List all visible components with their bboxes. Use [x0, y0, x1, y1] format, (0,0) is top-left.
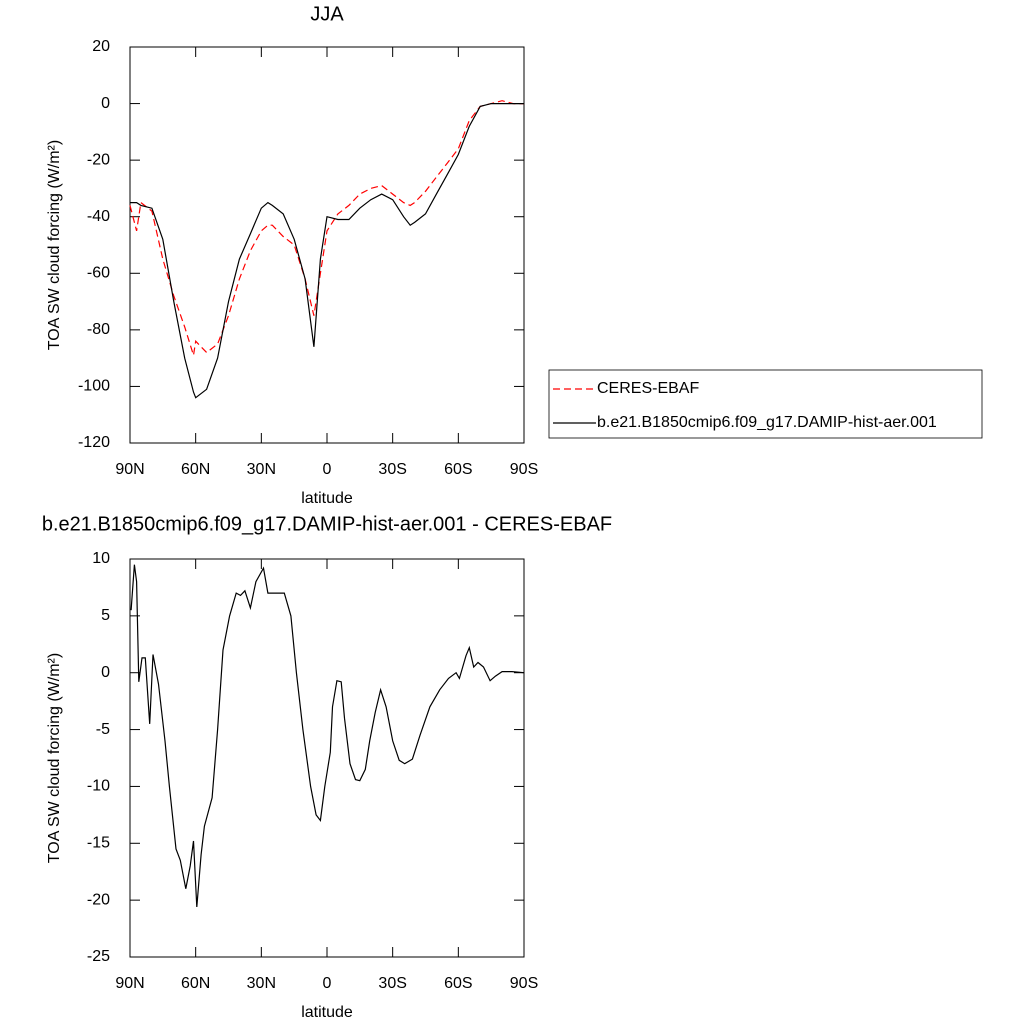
- x-tick-label: 30N: [247, 975, 276, 992]
- legend-label: CERES-EBAF: [597, 380, 699, 397]
- y-axis-label: TOA SW cloud forcing (W/m²): [46, 653, 63, 863]
- y-tick-label: 0: [101, 664, 110, 681]
- x-tick-label: 0: [323, 461, 332, 478]
- y-tick-label: -100: [78, 378, 110, 395]
- y-tick-label: -40: [87, 208, 110, 225]
- x-tick-label: 90S: [510, 461, 538, 478]
- x-axis-label: latitude: [301, 490, 353, 507]
- y-tick-label: -20: [87, 891, 110, 908]
- x-tick-label: 60N: [181, 975, 210, 992]
- y-tick-label: 5: [101, 607, 110, 624]
- y-tick-label: 0: [101, 95, 110, 112]
- plot-frame: [129, 558, 525, 958]
- x-tick-label: 90N: [115, 975, 144, 992]
- y-axis-label: TOA SW cloud forcing (W/m²): [46, 140, 63, 350]
- x-axis-label: latitude: [301, 1004, 353, 1021]
- x-tick-label: 60S: [444, 975, 472, 992]
- y-tick-label: 20: [92, 38, 110, 55]
- y-tick-label: -60: [87, 265, 110, 282]
- y-tick-label: -20: [87, 151, 110, 168]
- y-tick-label: -80: [87, 321, 110, 338]
- x-tick-label: 30N: [247, 461, 276, 478]
- y-tick-label: -15: [87, 835, 110, 852]
- y-tick-label: -120: [78, 434, 110, 451]
- x-tick-label: 90S: [510, 975, 538, 992]
- x-tick-label: 0: [323, 975, 332, 992]
- y-tick-label: -10: [87, 778, 110, 795]
- data-line: [130, 564, 525, 908]
- x-tick-label: 30S: [378, 975, 406, 992]
- x-tick-label: 60S: [444, 461, 472, 478]
- legend-box: [548, 369, 983, 439]
- chart-title: b.e21.B1850cmip6.f09_g17.DAMIP-hist-aer.…: [42, 513, 612, 535]
- y-tick-label: -25: [87, 948, 110, 965]
- y-tick-label: -5: [96, 721, 110, 738]
- plot-frame: [129, 46, 525, 444]
- x-tick-label: 90N: [115, 461, 144, 478]
- x-tick-label: 60N: [181, 461, 210, 478]
- y-tick-label: 10: [92, 550, 110, 567]
- chart-title: JJA: [310, 3, 344, 25]
- data-line: [129, 100, 524, 356]
- data-line: [130, 103, 524, 399]
- x-tick-label: 30S: [378, 461, 406, 478]
- legend-label: b.e21.B1850cmip6.f09_g17.DAMIP-hist-aer.…: [597, 414, 937, 431]
